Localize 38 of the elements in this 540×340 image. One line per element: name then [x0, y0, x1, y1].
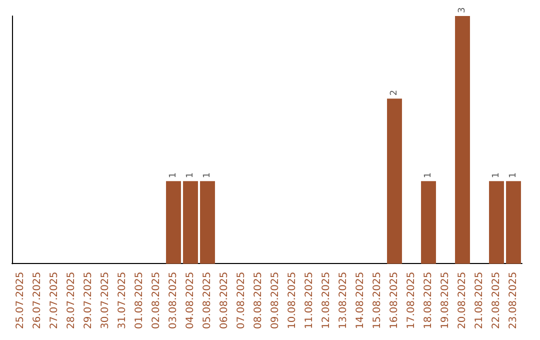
x-tick-label: 18.08.2025: [423, 272, 434, 330]
x-tick-label: 31.07.2025: [117, 272, 128, 330]
x-tick-label: 19.08.2025: [440, 272, 451, 330]
x-tick-label: 27.07.2025: [49, 272, 60, 330]
x-tick-label: 12.08.2025: [321, 272, 332, 330]
x-tick-label: 05.08.2025: [202, 272, 213, 330]
x-tick-label: 09.08.2025: [270, 272, 281, 330]
x-tick-label: 28.07.2025: [66, 272, 77, 330]
x-tick-label: 10.08.2025: [287, 272, 298, 330]
x-tick-label: 08.08.2025: [253, 272, 264, 330]
data-label: 3: [458, 7, 468, 13]
x-tick-label: 30.07.2025: [100, 272, 111, 330]
x-tick-label: 16.08.2025: [389, 272, 400, 330]
x-tick-label: 11.08.2025: [304, 272, 315, 330]
x-tick-label: 03.08.2025: [168, 272, 179, 330]
x-tick-label: 02.08.2025: [151, 272, 162, 330]
data-label: 1: [492, 172, 502, 178]
x-tick-label: 01.08.2025: [134, 272, 145, 330]
x-tick-label: 15.08.2025: [372, 272, 383, 330]
x-tick-label: 25.07.2025: [15, 272, 26, 330]
x-tick-label: 20.08.2025: [457, 272, 468, 330]
data-label: 2: [390, 90, 400, 96]
data-label: 1: [202, 172, 212, 178]
x-tick-label: 23.08.2025: [508, 272, 519, 330]
data-label: 1: [186, 172, 196, 178]
data-label: 1: [168, 172, 178, 178]
data-label: 1: [508, 172, 518, 178]
x-tick-label: 04.08.2025: [185, 272, 196, 330]
x-tick-label: 07.08.2025: [236, 272, 247, 330]
x-tick-label: 06.08.2025: [219, 272, 230, 330]
x-tick-label: 17.08.2025: [406, 272, 417, 330]
x-tick-label: 22.08.2025: [491, 272, 502, 330]
data-label: 1: [424, 172, 434, 178]
x-tick-label: 21.08.2025: [474, 272, 485, 330]
x-tick-label: 29.07.2025: [83, 272, 94, 330]
x-tick-label: 26.07.2025: [32, 272, 43, 330]
x-tick-label: 14.08.2025: [355, 272, 366, 330]
x-tick-label: 13.08.2025: [338, 272, 349, 330]
